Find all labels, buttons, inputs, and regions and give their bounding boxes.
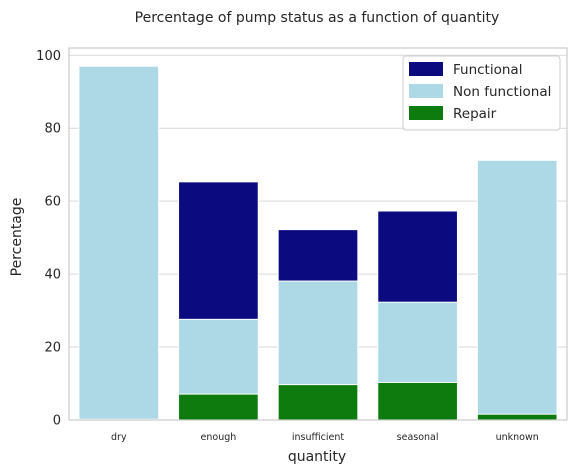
x-tick-label: dry xyxy=(111,432,127,443)
legend-label: Functional xyxy=(453,62,522,78)
legend-label: Non functional xyxy=(453,84,551,100)
y-tick-label: 80 xyxy=(44,122,61,137)
bar-non-functional-dry xyxy=(78,65,160,421)
x-tick-label: insufficient xyxy=(292,432,345,443)
x-tick-label: unknown xyxy=(496,432,539,443)
legend-swatch xyxy=(409,84,443,98)
legend-swatch xyxy=(409,106,443,120)
legend-label: Repair xyxy=(453,106,497,122)
y-tick-label: 0 xyxy=(53,414,61,429)
y-tick-label: 20 xyxy=(44,341,61,356)
bar-repair-insufficient xyxy=(277,384,359,421)
bar-repair-unknown xyxy=(476,413,558,421)
y-tick-label: 40 xyxy=(44,268,61,283)
bar-repair-seasonal xyxy=(377,381,458,421)
y-tick-labels: 0 20 40 60 80 100 xyxy=(36,49,61,429)
y-tick-label: 60 xyxy=(44,195,61,210)
x-tick-labels: dry enough insufficient seasonal unknown xyxy=(111,432,539,443)
plot-frame xyxy=(68,47,568,421)
bars xyxy=(78,65,558,421)
x-axis-label: quantity xyxy=(288,449,346,465)
bar-repair-enough xyxy=(178,393,259,421)
chart-title: Percentage of pump status as a function … xyxy=(135,10,500,26)
x-tick-label: enough xyxy=(201,432,237,443)
legend: Functional Non functional Repair xyxy=(402,55,561,131)
bar-non-functional-unknown xyxy=(476,159,558,421)
legend-swatch xyxy=(409,62,443,76)
x-tick-label: seasonal xyxy=(397,432,439,443)
y-axis-label: Percentage xyxy=(9,198,25,277)
y-tick-label: 100 xyxy=(36,49,61,64)
